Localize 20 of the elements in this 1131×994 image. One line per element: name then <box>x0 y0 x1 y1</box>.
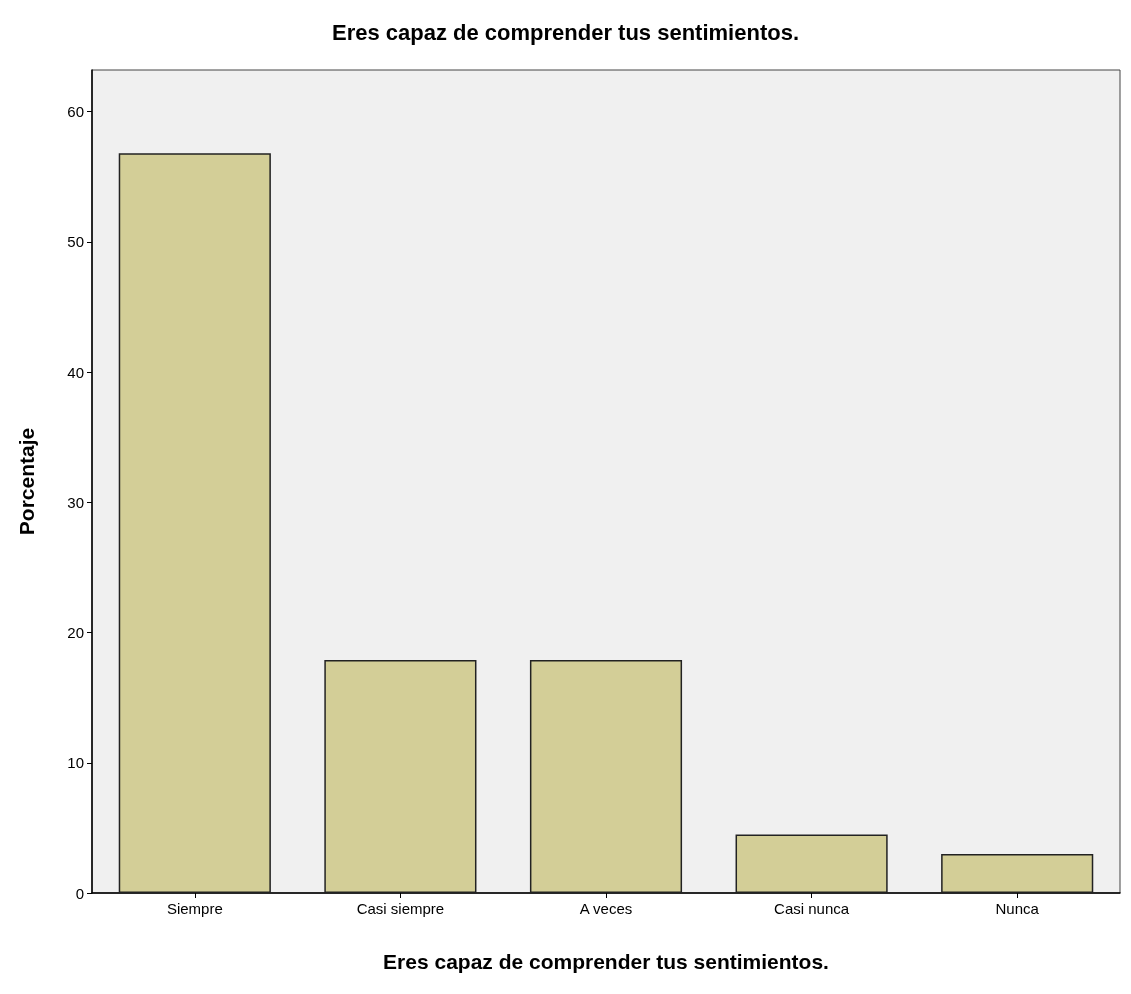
y-tick-label: 50 <box>67 233 84 251</box>
bar <box>529 659 683 893</box>
y-tick-label: 60 <box>67 103 84 121</box>
x-axis-title: Eres capaz de comprender tus sentimientos. <box>383 950 829 973</box>
bar <box>324 659 477 893</box>
x-tick-label: Casi nunca <box>774 900 850 917</box>
y-tick-label: 20 <box>67 624 84 642</box>
x-tick-label: Casi siempre <box>356 900 445 917</box>
bar <box>735 834 888 893</box>
bar <box>941 853 1094 893</box>
y-tick-label: 10 <box>67 754 84 772</box>
y-tick-label: 0 <box>75 884 84 902</box>
x-tick-label: Siempre <box>166 900 223 917</box>
bar <box>118 153 271 893</box>
x-tick-label: A veces <box>579 900 633 917</box>
y-tick-label: 30 <box>67 493 84 511</box>
x-tick-label: Nunca <box>995 900 1040 917</box>
y-axis-title: Porcentaje <box>15 427 38 536</box>
y-tick-label: 40 <box>67 363 84 381</box>
chart-title: Eres capaz de comprender tus sentimientos. <box>331 19 800 45</box>
